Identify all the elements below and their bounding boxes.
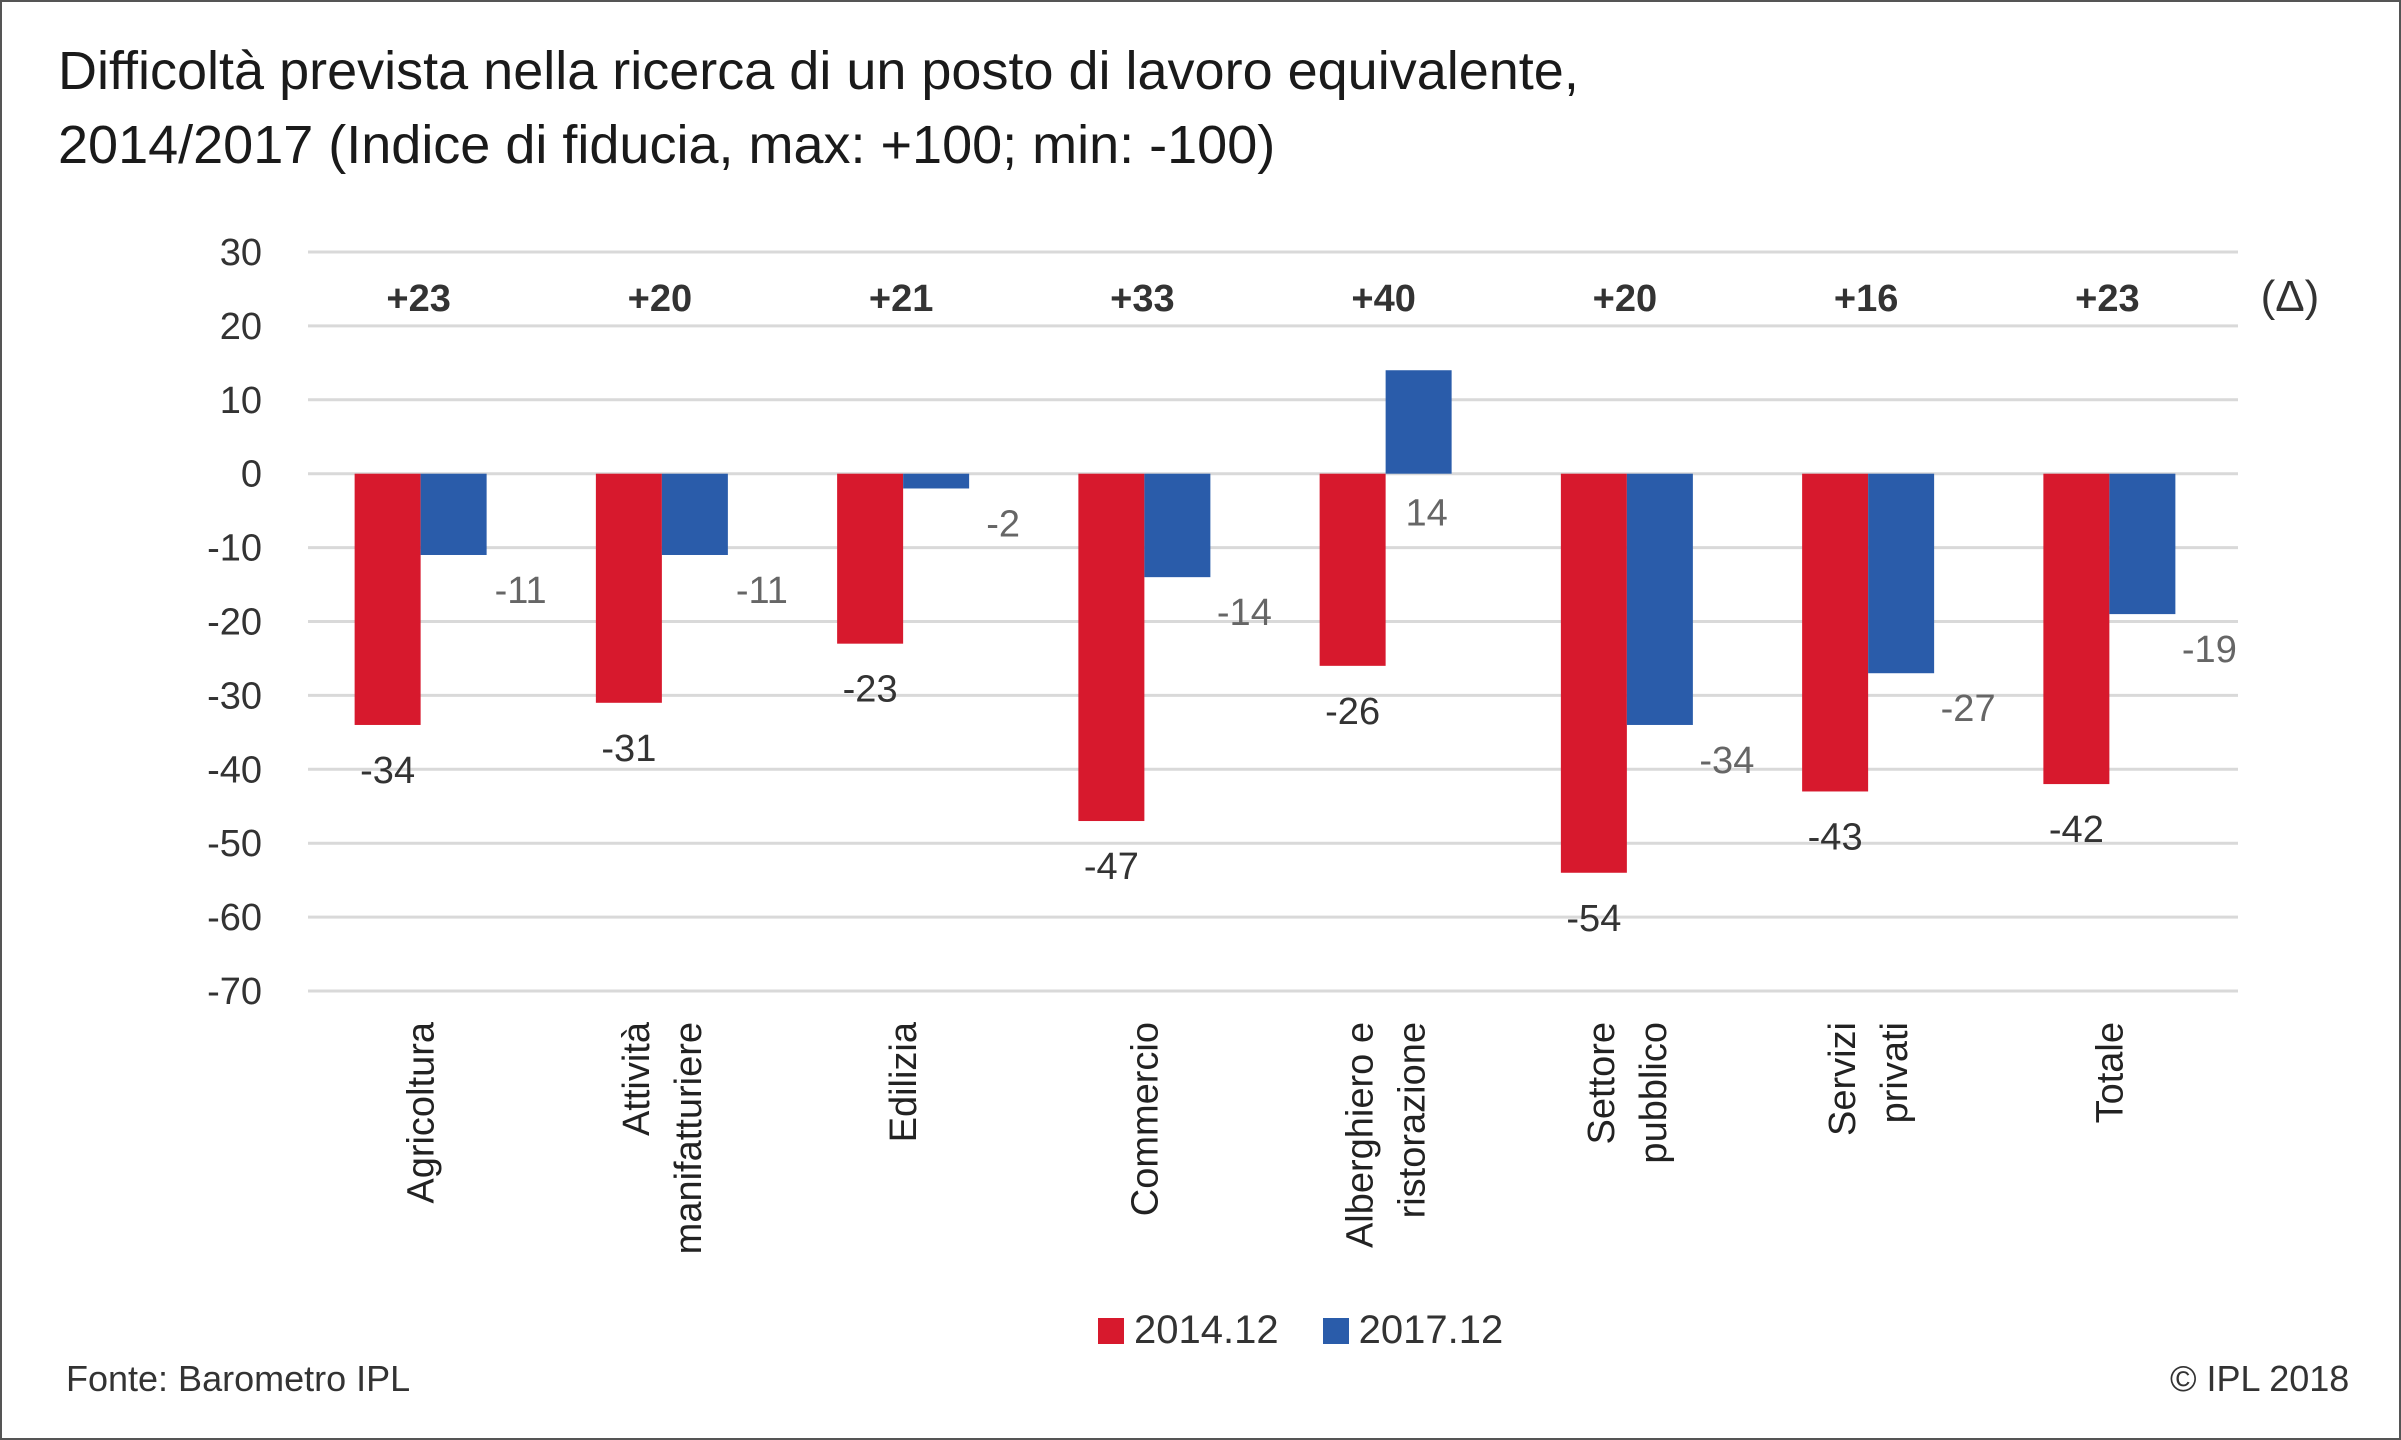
data-label-2014: -34 (360, 750, 415, 792)
y-tick-label: 20 (220, 306, 262, 348)
data-label-2014: -47 (1084, 846, 1139, 888)
category-label: Settore (1581, 1022, 1623, 1145)
data-label-2014: -43 (1808, 816, 1863, 858)
bar-2014 (354, 473, 421, 725)
y-tick-label: -50 (207, 823, 262, 865)
bar-2017 (2109, 473, 2176, 615)
y-tick-label: -70 (207, 971, 262, 1013)
data-label-2014: -54 (1566, 898, 1621, 940)
bar-2017 (1144, 473, 1211, 578)
legend-label-2017: 2017.12 (1358, 1308, 1504, 1352)
category-label: manifatturiere (668, 1022, 710, 1254)
bar-2017 (420, 473, 487, 555)
data-label-2017: -2 (986, 503, 1020, 545)
category-label: privati (1874, 1022, 1916, 1123)
category-label: Totale (2089, 1022, 2131, 1123)
y-tick-label: -30 (207, 675, 262, 717)
bar-2014 (1078, 473, 1145, 822)
data-label-2014: -42 (2049, 809, 2104, 851)
bar-2017 (1868, 473, 1935, 674)
delta-label: +23 (386, 278, 450, 320)
bar-2014 (1319, 473, 1386, 666)
data-label-2017: -11 (736, 570, 788, 612)
delta-label: +20 (628, 278, 692, 320)
category-label: pubblico (1633, 1022, 1675, 1164)
category-label: Servizi (1822, 1022, 1864, 1136)
y-tick-label: -60 (207, 897, 262, 939)
category-label: Commercio (1124, 1022, 1166, 1216)
bar-2017 (1385, 370, 1452, 474)
chart-title-line-2: 2014/2017 (Indice di fiducia, max: +100;… (58, 115, 1276, 175)
bar-2017 (661, 473, 728, 555)
data-label-2014: -26 (1325, 691, 1380, 733)
category-label: ristorazione (1392, 1022, 1434, 1218)
bar-2017 (1626, 473, 1693, 725)
data-label-2017: -11 (495, 570, 547, 612)
delta-label: +21 (869, 278, 933, 320)
y-tick-label: -40 (207, 749, 262, 791)
legend-swatch-2017 (1322, 1317, 1349, 1344)
category-label: Alberghiero e (1340, 1022, 1382, 1248)
delta-label: +33 (1110, 278, 1174, 320)
copyright-note: © IPL 2018 (2170, 1358, 2350, 1399)
bar-2014 (595, 473, 662, 703)
legend: 2014.12 2017.12 (1098, 1308, 1547, 1353)
bar-2014 (1802, 473, 1869, 792)
data-label-2017: -27 (1941, 688, 1996, 730)
y-tick-label: -20 (207, 602, 262, 644)
legend-item-2017: 2017.12 (1322, 1308, 1504, 1353)
y-tick-label: 30 (220, 232, 262, 274)
data-label-2014: -31 (601, 728, 656, 770)
data-label-2017: -34 (1699, 740, 1754, 782)
delta-label: +23 (2075, 278, 2139, 320)
y-tick-label: -10 (207, 528, 262, 570)
y-tick-label: 0 (241, 454, 262, 496)
category-label: Edilizia (883, 1021, 925, 1142)
delta-label: +40 (1351, 278, 1415, 320)
legend-swatch-2014 (1098, 1317, 1124, 1344)
delta-symbol-label: (Δ) (2261, 272, 2320, 321)
bar-2014 (2043, 473, 2110, 785)
delta-label: +20 (1593, 278, 1657, 320)
bar-2017 (903, 473, 970, 489)
bar-2014 (1560, 473, 1627, 873)
source-note: Fonte: Barometro IPL (66, 1358, 411, 1399)
data-label-2017: 14 (1405, 493, 1447, 535)
category-label: Attività (616, 1021, 658, 1136)
bar-2014 (837, 473, 904, 644)
chart-title: Difficoltà prevista nella ricerca di un … (58, 34, 1579, 182)
y-tick-label: 10 (220, 380, 262, 422)
data-label-2017: -14 (1217, 592, 1272, 634)
legend-label-2014: 2014.12 (1134, 1308, 1279, 1352)
data-label-2017: -19 (2182, 629, 2237, 671)
chart-title-line-1: Difficoltà prevista nella ricerca di un … (58, 41, 1579, 101)
data-label-2014: -23 (843, 669, 898, 711)
legend-item-2014: 2014.12 (1098, 1308, 1279, 1353)
delta-label: +16 (1834, 278, 1898, 320)
category-label: Agricoltura (401, 1021, 443, 1203)
